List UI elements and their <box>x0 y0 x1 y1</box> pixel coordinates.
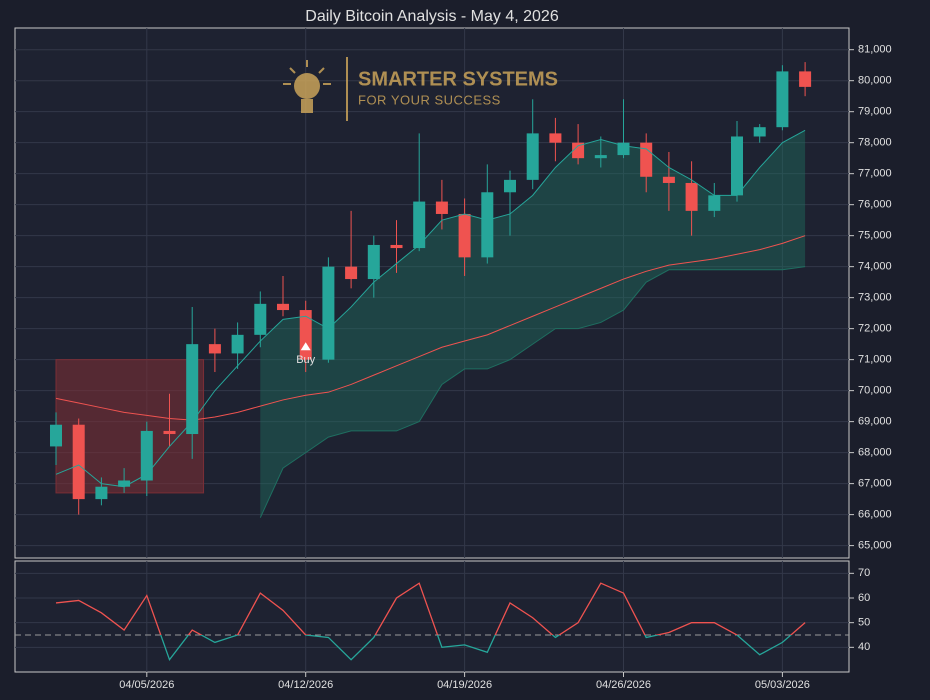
y-tick-label: 66,000 <box>858 509 892 521</box>
rsi-line-above <box>55 582 806 635</box>
y-tick-label: 65,000 <box>858 540 892 552</box>
y-tick-label: 80,000 <box>858 75 892 87</box>
candle-body <box>708 195 721 211</box>
candle-body <box>50 424 62 447</box>
candle-body <box>322 266 335 360</box>
y-tick-label: 71,000 <box>858 354 892 366</box>
ma-slow-line <box>55 235 806 421</box>
y-tick-label: 81,000 <box>858 44 892 56</box>
candle-body <box>367 244 380 280</box>
candle-body <box>640 142 653 177</box>
logo-subtitle: FOR YOUR SUCCESS <box>358 92 501 107</box>
x-tick-label: 04/05/2026 <box>119 679 174 691</box>
candle-body <box>413 201 426 249</box>
x-tick-label: 04/12/2026 <box>278 679 333 691</box>
candle-body <box>731 136 743 196</box>
candle-body <box>254 303 267 335</box>
candle-body <box>572 142 585 159</box>
y-tick-label: 77,000 <box>858 168 892 180</box>
candle-body <box>277 303 289 311</box>
candle-body <box>208 344 221 354</box>
candle-body <box>140 430 153 481</box>
candle-body <box>163 430 176 435</box>
candle-body <box>118 480 131 487</box>
y-tick-label: 68,000 <box>858 447 892 459</box>
candle-body <box>231 334 244 354</box>
logo: SMARTER SYSTEMS FOR YOUR SUCCESS <box>283 57 558 121</box>
y-tick-label: 79,000 <box>858 106 892 118</box>
candle-body <box>481 192 494 258</box>
candle-body <box>526 133 539 180</box>
x-tick-label: 04/26/2026 <box>596 679 651 691</box>
candle-body <box>435 201 448 214</box>
candle-body <box>662 176 675 183</box>
candle-body <box>799 71 812 87</box>
y-tick-label: 67,000 <box>858 478 892 490</box>
bulb-base <box>301 99 313 113</box>
rsi-line-below <box>160 635 792 662</box>
bulb-rays <box>283 60 331 85</box>
candle-body <box>95 486 108 500</box>
candle-body <box>299 310 312 360</box>
candle-body <box>72 424 85 500</box>
y-tick-label: 70 <box>858 567 870 579</box>
trailing-stop <box>259 266 806 518</box>
candle-body <box>504 179 516 193</box>
y-tick-label: 78,000 <box>858 137 892 149</box>
annotation: Buy <box>296 354 315 366</box>
bulb-icon <box>294 73 320 99</box>
candle-body <box>594 155 607 159</box>
ma-fast-line <box>55 129 806 488</box>
y-tick-label: 70,000 <box>858 385 892 397</box>
y-tick-label: 72,000 <box>858 323 892 335</box>
y-tick-label: 69,000 <box>858 416 892 428</box>
candle-body <box>549 133 562 143</box>
buy-marker <box>300 342 311 351</box>
y-tick-label: 76,000 <box>858 199 892 211</box>
candle-body <box>685 182 698 211</box>
y-tick-label: 75,000 <box>858 230 892 242</box>
x-tick-label: 04/19/2026 <box>437 679 492 691</box>
logo-title: SMARTER SYSTEMS <box>358 68 558 90</box>
y-tick-label: 50 <box>858 617 870 629</box>
candle-body <box>753 127 766 137</box>
rsi-panel <box>14 560 850 673</box>
candle-body <box>390 244 403 249</box>
chart-title: Daily Bitcoin Analysis - May 4, 2026 <box>305 8 559 25</box>
y-tick-label: 73,000 <box>858 292 892 304</box>
candle-body <box>458 213 471 258</box>
y-tick-label: 40 <box>858 641 870 653</box>
candle-body <box>186 344 199 435</box>
y-tick-label: 60 <box>858 592 870 604</box>
candle-body <box>776 71 789 128</box>
y-tick-label: 74,000 <box>858 261 892 273</box>
band-fill <box>260 130 806 518</box>
x-tick-label: 05/03/2026 <box>755 679 810 691</box>
candle-body <box>345 266 358 280</box>
